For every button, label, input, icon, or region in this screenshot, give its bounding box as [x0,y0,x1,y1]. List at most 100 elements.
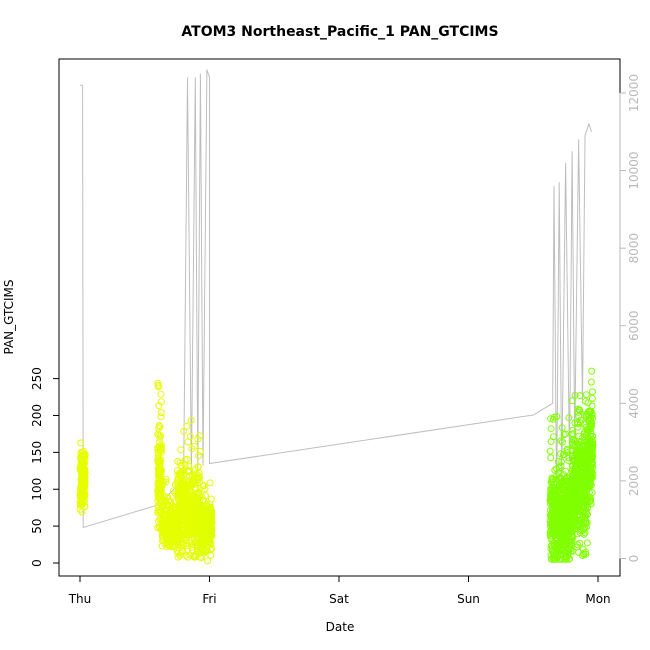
data-point [77,484,85,492]
data-point [177,539,185,547]
data-point [177,538,185,546]
data-point [571,496,579,504]
data-point [163,543,171,551]
data-point [582,550,590,558]
data-point [157,447,164,454]
data-point [184,509,192,516]
data-point [548,514,556,522]
data-point [576,392,584,400]
data-point [156,423,164,431]
data-point [202,528,210,536]
data-point [583,539,591,547]
data-point [77,461,85,468]
data-point [569,526,577,534]
data-point [206,511,213,519]
data-point [575,484,583,491]
data-point [155,383,162,391]
data-point [588,395,596,402]
data-point [159,519,167,527]
data-point [575,486,583,494]
data-point [77,464,85,472]
data-point [547,454,555,462]
data-point [577,475,585,483]
data-point [78,469,86,476]
data-point [547,551,555,559]
data-point [558,458,565,466]
x-tick-label: Sun [457,592,480,606]
data-point [176,530,184,538]
y-tick-label: 50 [30,518,44,533]
data-point [589,432,597,440]
data-point [553,465,560,473]
data-point [176,493,183,501]
y2-tick-label: 12000 [627,74,641,112]
data-point [575,548,583,556]
data-point [584,453,592,461]
data-point [186,531,194,539]
data-point [586,445,594,453]
data-point [587,378,595,386]
data-point [547,528,555,535]
data-point [174,538,182,546]
data-point [76,505,84,513]
data-point [550,551,558,559]
data-point [588,367,596,375]
y2-tick-label: 8000 [627,233,641,264]
data-point [562,493,570,501]
data-point [555,464,563,472]
data-point [584,510,591,518]
data-point [173,514,181,522]
data-point [187,416,195,424]
data-point [177,550,185,557]
data-point [183,455,191,463]
data-point [568,487,576,495]
data-point [555,548,563,556]
data-point [177,446,185,454]
data-point [157,413,165,421]
data-point [174,479,182,487]
data-point [588,454,595,462]
data-point [160,536,168,544]
data-point [194,435,202,443]
data-point [201,547,209,555]
data-point [574,405,582,413]
data-point [192,474,200,482]
data-point [181,521,189,529]
data-point [166,528,174,536]
data-point [174,483,182,491]
data-point [565,414,573,422]
data-point [550,494,558,502]
data-point [560,451,568,459]
data-point [584,440,592,448]
data-point [582,391,590,399]
data-point [589,414,597,422]
data-point [157,432,164,439]
data-point [571,471,579,479]
data-point [177,489,185,497]
y-tick-label: 150 [30,441,44,464]
data-point [208,528,216,536]
data-point [557,555,565,563]
data-point [157,390,165,398]
data-point [167,543,175,551]
data-point [188,445,196,453]
data-point [183,542,191,550]
data-point [199,538,207,546]
data-point [547,500,554,508]
data-point [198,539,206,547]
data-point [188,514,196,522]
data-point [572,467,579,475]
data-point [198,522,206,530]
data-point [571,516,579,524]
data-point [77,498,85,506]
data-point [586,455,594,463]
data-point [547,492,554,500]
data-point [565,555,573,563]
data-point [555,498,563,506]
data-point [183,422,191,430]
data-point [162,475,170,483]
data-point [199,519,207,527]
data-point [184,501,192,509]
data-point [570,435,577,443]
data-point [167,508,175,516]
